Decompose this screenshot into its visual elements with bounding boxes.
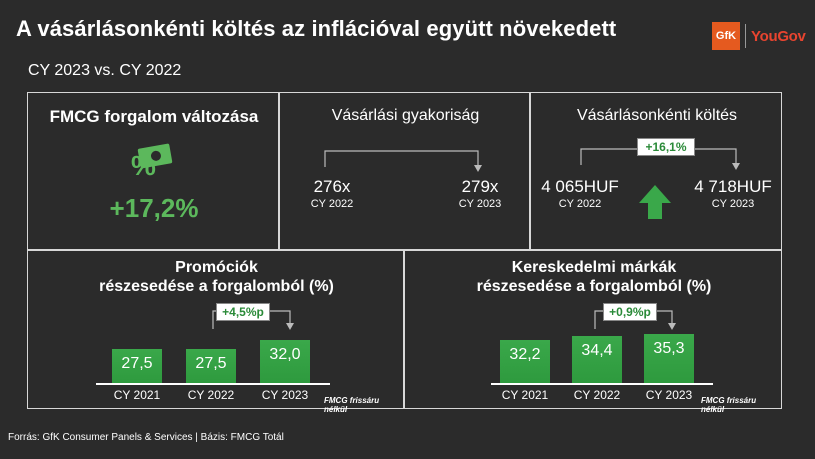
frequency-left-value: 276x [313, 177, 351, 196]
promo-bar [186, 348, 236, 383]
privatelabel-category-label: CY 2022 [573, 388, 621, 402]
frequency-right-year: CY 2023 [458, 198, 502, 210]
spend-delta: +16,1% [637, 138, 695, 156]
gfk-logo: GfK [712, 22, 740, 50]
footer-source: Forrás: GfK Consumer Panels & Services |… [8, 432, 284, 443]
fmcg-value: +17,2% [109, 193, 199, 223]
frequency-right-value: 279x [461, 177, 499, 196]
promo-bar [112, 348, 162, 383]
promo-bar [260, 340, 310, 383]
promo-delta: +4,5%p [216, 303, 270, 321]
promo-bar-value: 27,5 [195, 354, 227, 372]
privatelabel-panel: Kereskedelmi márkák részesedése a forgal… [404, 250, 782, 414]
frequency-arrow [324, 150, 482, 172]
privatelabel-title-line1: Kereskedelmi márkák [511, 259, 677, 276]
frequency-title: Vásárlási gyakoriság [331, 107, 480, 124]
fmcg-panel: FMCG forgalom változása % +17,2% [27, 92, 279, 250]
privatelabel-title-line2: részesedése a forgalomból (%) [476, 278, 712, 295]
promo-note: FMCG frissáru nélkül [324, 396, 380, 414]
privatelabel-baseline [491, 383, 713, 385]
privatelabel-delta: +0,9%p [603, 303, 657, 321]
arrow-up-icon [639, 185, 671, 219]
spend-left-value: 4 065HUF [541, 177, 619, 196]
spend-title: Vásárlásonkénti költés [576, 107, 738, 124]
privatelabel-bar-value: 34,4 [581, 342, 613, 359]
spend-right-value: 4 718HUF [694, 177, 772, 196]
privatelabel-category-label: CY 2023 [645, 388, 693, 402]
privatelabel-bar-value: 35,3 [653, 340, 685, 358]
fmcg-title: FMCG forgalom változása [49, 107, 259, 126]
promo-title-line1: Promóciók [175, 259, 258, 276]
promo-category-label: CY 2023 [261, 388, 309, 402]
yougov-logo: YouGov [751, 27, 806, 45]
promo-bar-value: 32,0 [269, 346, 301, 364]
spend-left-year: CY 2022 [558, 198, 602, 210]
privatelabel-note: FMCG frissáru nélkül [701, 396, 757, 414]
promo-baseline [96, 383, 330, 385]
frequency-panel: Vásárlási gyakoriság 276x CY 2022 279x C… [279, 92, 530, 250]
privatelabel-bar [644, 334, 694, 383]
logo-divider [745, 24, 746, 48]
page-subtitle: CY 2023 vs. CY 2022 [28, 62, 182, 79]
promo-panel: Promóciók részesedése a forgalomból (%) … [27, 250, 404, 414]
svg-text:%: % [131, 150, 156, 177]
promo-bar-value: 27,5 [121, 354, 153, 372]
privatelabel-category-label: CY 2021 [501, 388, 549, 402]
logos: GfK YouGov [712, 22, 806, 50]
promo-category-label: CY 2022 [187, 388, 235, 402]
spend-panel: Vásárlásonkénti költés +16,1% 4 065HUF C… [530, 92, 782, 250]
promo-title-line2: részesedése a forgalomból (%) [99, 278, 334, 295]
frequency-left-year: CY 2022 [310, 198, 354, 210]
privatelabel-bar [500, 340, 550, 383]
privatelabel-bar [572, 336, 622, 383]
spend-right-year: CY 2023 [711, 198, 755, 210]
privatelabel-bar-value: 32,2 [509, 346, 541, 364]
page-title: A vásárlásonkénti költés az inflációval … [16, 16, 617, 41]
money-percent-icon: % [131, 143, 173, 177]
promo-category-label: CY 2021 [113, 388, 161, 402]
